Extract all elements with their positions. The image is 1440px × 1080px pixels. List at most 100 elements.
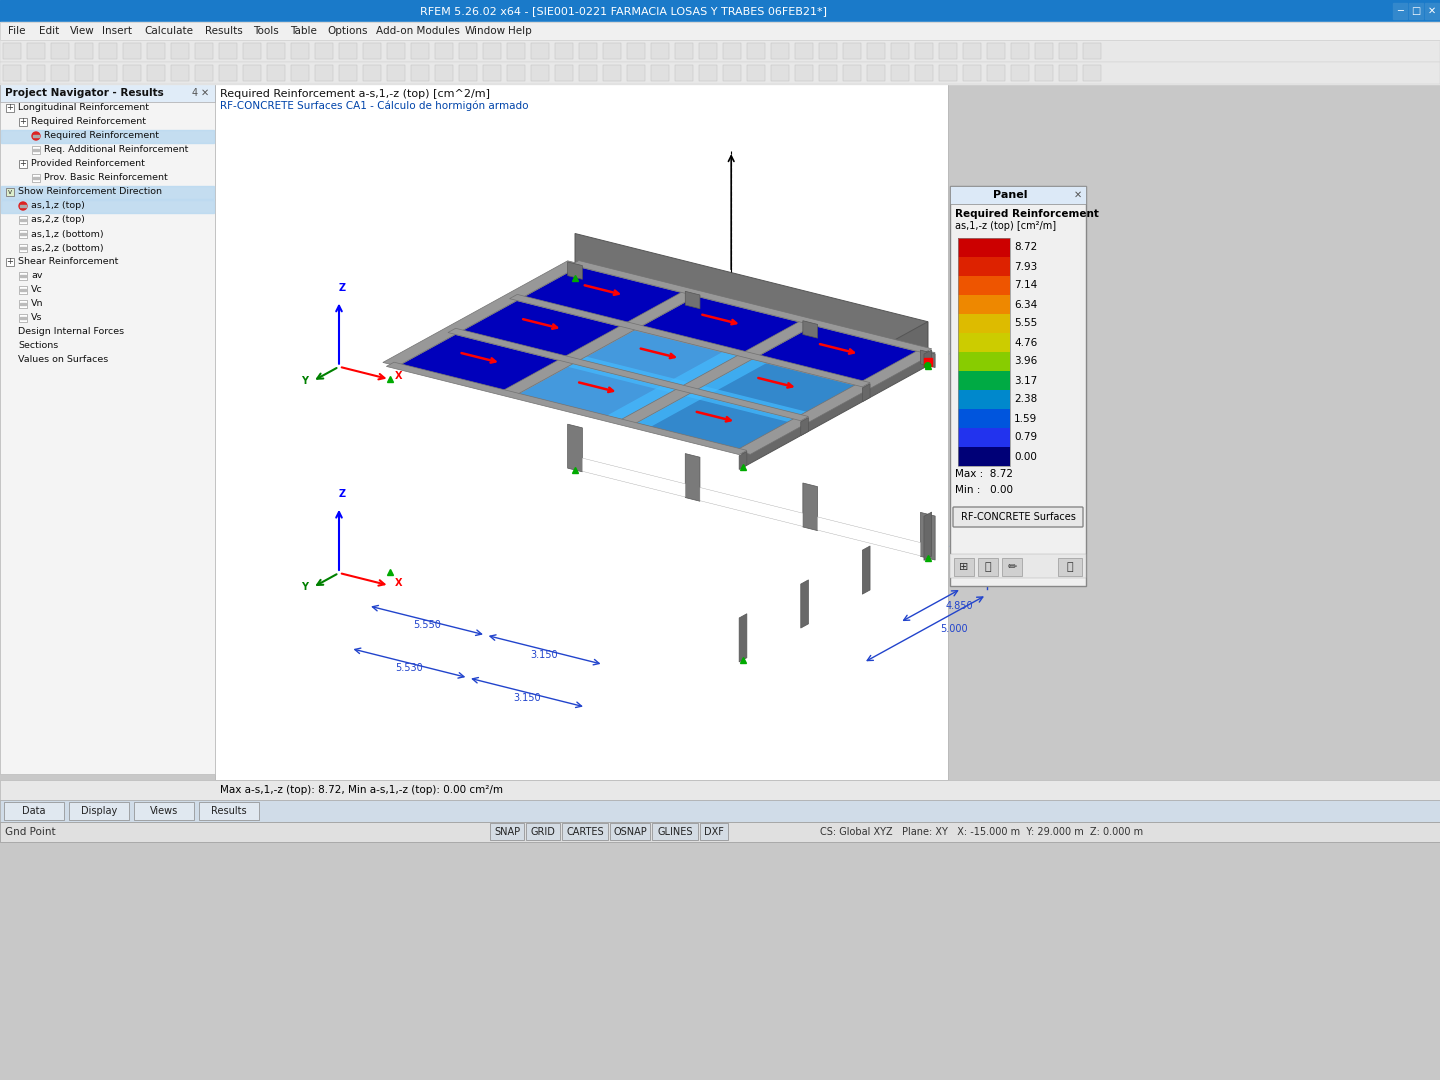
Bar: [1392, 3, 1407, 19]
Bar: [243, 65, 261, 81]
Bar: [3, 65, 22, 81]
Text: File: File: [9, 26, 26, 36]
Text: View: View: [71, 26, 95, 36]
Bar: [526, 823, 560, 840]
Polygon shape: [636, 585, 793, 642]
Text: Vs: Vs: [32, 313, 43, 323]
Polygon shape: [804, 483, 818, 530]
Text: 3.150: 3.150: [1017, 472, 1044, 482]
Bar: [986, 65, 1005, 81]
Bar: [579, 43, 598, 59]
Bar: [0, 22, 1440, 40]
Circle shape: [32, 132, 40, 140]
Bar: [33, 135, 39, 137]
Bar: [27, 65, 45, 81]
Bar: [651, 43, 670, 59]
Text: Insert: Insert: [102, 26, 131, 36]
Bar: [867, 65, 886, 81]
Polygon shape: [524, 459, 681, 514]
Text: 3.150: 3.150: [531, 650, 559, 660]
Polygon shape: [760, 326, 917, 381]
Bar: [20, 247, 26, 249]
Bar: [1083, 65, 1102, 81]
Bar: [891, 65, 909, 81]
Bar: [69, 802, 130, 820]
Polygon shape: [575, 426, 927, 558]
Bar: [219, 43, 238, 59]
Text: 5.55: 5.55: [1014, 319, 1037, 328]
Text: Results: Results: [212, 806, 246, 816]
Polygon shape: [402, 335, 559, 390]
Bar: [842, 43, 861, 59]
Bar: [147, 43, 166, 59]
Bar: [1058, 558, 1081, 576]
Text: Calculate: Calculate: [144, 26, 193, 36]
Text: 4.76: 4.76: [1014, 337, 1037, 348]
Bar: [99, 43, 117, 59]
Polygon shape: [524, 267, 681, 323]
Bar: [490, 823, 524, 840]
Polygon shape: [580, 523, 737, 578]
Polygon shape: [668, 352, 766, 393]
Bar: [842, 65, 861, 81]
Bar: [435, 65, 454, 81]
Text: X: X: [395, 372, 402, 381]
Polygon shape: [760, 518, 917, 573]
Bar: [700, 823, 729, 840]
Bar: [675, 43, 693, 59]
Text: ✕: ✕: [1074, 190, 1081, 200]
Text: as,1,z (bottom): as,1,z (bottom): [32, 230, 104, 239]
Bar: [603, 43, 621, 59]
Bar: [0, 800, 1440, 822]
Bar: [554, 65, 573, 81]
Bar: [795, 43, 814, 59]
Bar: [19, 230, 27, 238]
Text: av: av: [32, 271, 43, 281]
Bar: [32, 174, 40, 183]
Bar: [819, 43, 837, 59]
Polygon shape: [736, 542, 935, 647]
Bar: [554, 43, 573, 59]
Polygon shape: [642, 297, 799, 352]
Bar: [6, 104, 14, 112]
Text: X: X: [395, 578, 402, 588]
Bar: [19, 286, 27, 294]
Bar: [963, 43, 981, 59]
Bar: [0, 84, 215, 102]
Text: 4: 4: [192, 87, 199, 98]
Bar: [19, 118, 27, 126]
Text: 5.550: 5.550: [413, 620, 441, 631]
Bar: [770, 43, 789, 59]
Bar: [459, 65, 477, 81]
Polygon shape: [642, 488, 799, 544]
Text: Panel: Panel: [992, 190, 1027, 200]
Text: +: +: [20, 118, 26, 126]
Text: +: +: [7, 257, 13, 267]
Polygon shape: [818, 517, 920, 556]
Polygon shape: [567, 262, 582, 280]
Bar: [1, 130, 215, 143]
Bar: [958, 390, 1009, 409]
Bar: [675, 65, 693, 81]
Polygon shape: [390, 456, 927, 646]
Bar: [950, 554, 1086, 578]
Polygon shape: [383, 260, 582, 366]
Bar: [1035, 65, 1053, 81]
Text: Req. Additional Reinforcement: Req. Additional Reinforcement: [45, 146, 189, 154]
Bar: [32, 146, 40, 154]
Polygon shape: [685, 454, 700, 501]
Bar: [50, 43, 69, 59]
Bar: [0, 40, 1440, 62]
Text: OSNAP: OSNAP: [613, 827, 647, 837]
Polygon shape: [580, 330, 737, 386]
Polygon shape: [582, 458, 685, 497]
Text: RF-CONCRETE Surfaces CA1 - Cálculo de hormigón armado: RF-CONCRETE Surfaces CA1 - Cálculo de ho…: [220, 100, 528, 111]
Bar: [958, 276, 1009, 295]
Polygon shape: [608, 386, 706, 427]
Text: as,2,z (top): as,2,z (top): [32, 216, 85, 225]
Bar: [338, 43, 357, 59]
Text: +: +: [7, 104, 13, 112]
Bar: [924, 357, 932, 366]
Text: GLINES: GLINES: [657, 827, 693, 837]
Bar: [410, 65, 429, 81]
